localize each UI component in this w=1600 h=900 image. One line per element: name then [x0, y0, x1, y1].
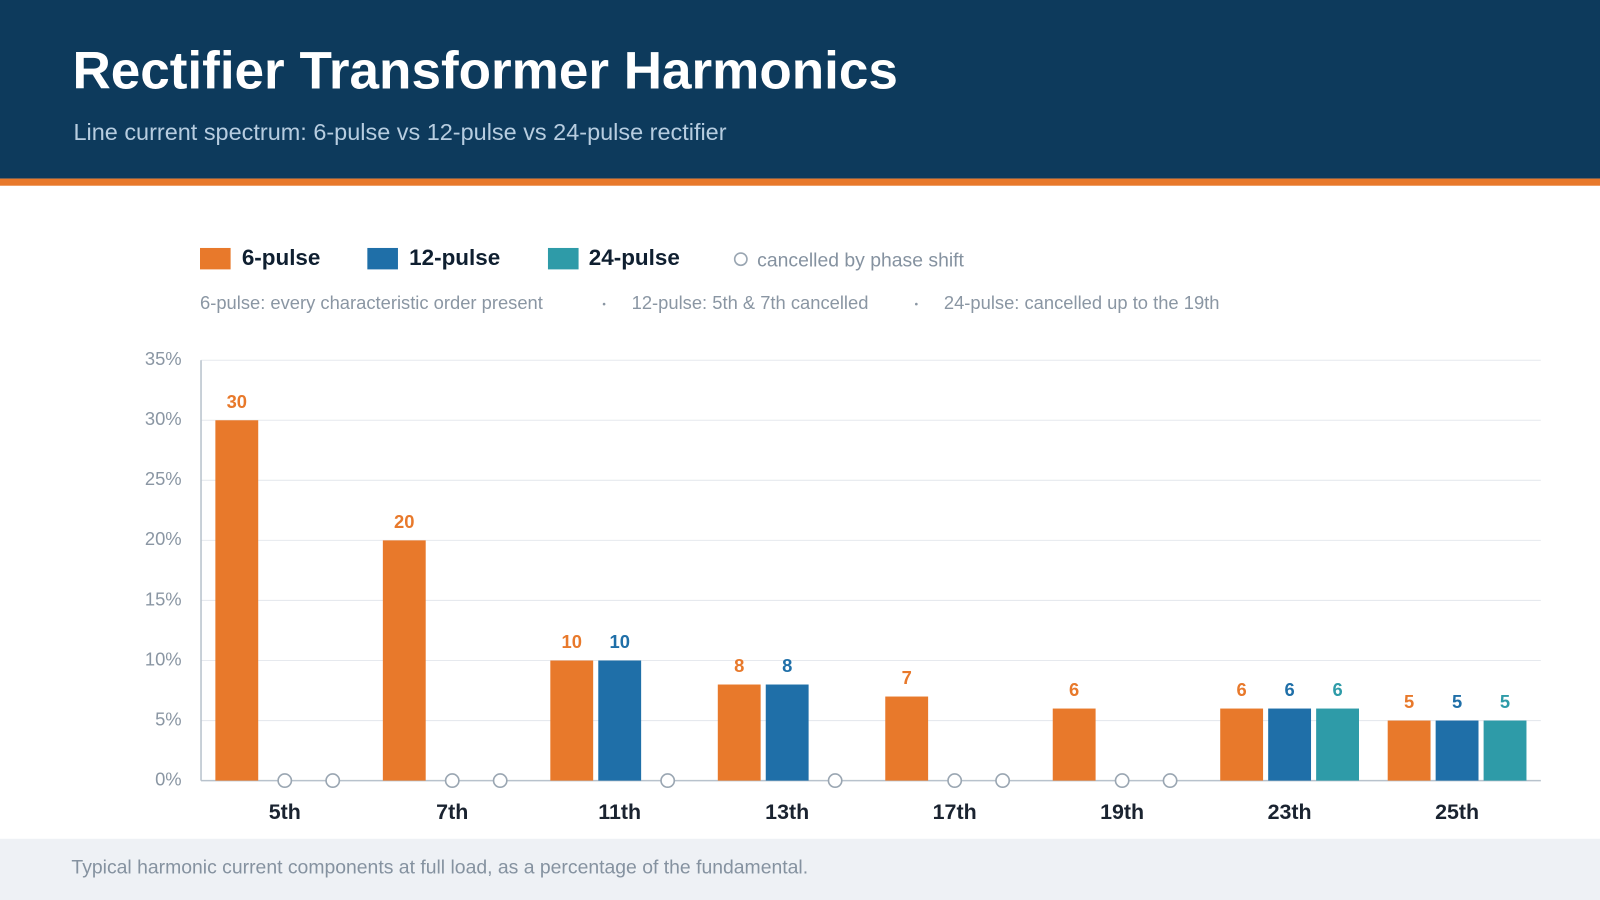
cancelled-marker — [995, 773, 1011, 789]
cancelled-marker — [1114, 773, 1130, 789]
bar — [382, 540, 426, 781]
value-label: 8 — [782, 655, 792, 676]
note: 12-pulse: 5th & 7th cancelled — [632, 292, 869, 313]
value-label: 6 — [1332, 679, 1342, 700]
note: 6-pulse: every characteristic order pres… — [200, 292, 543, 313]
legend-swatch — [367, 247, 398, 270]
x-tick-label: 13th — [765, 800, 809, 824]
y-tick-label: 35% — [145, 348, 182, 369]
value-label: 7 — [902, 667, 912, 688]
value-label: 20 — [394, 511, 414, 532]
bar — [1435, 720, 1479, 781]
cancelled-legend-icon — [733, 252, 748, 267]
legend-swatch — [547, 247, 579, 270]
y-tick-label: 20% — [145, 528, 182, 549]
note-separator — [602, 302, 606, 306]
note-separator — [915, 302, 918, 306]
header-stripe — [0, 178, 1600, 186]
cancelled-marker — [277, 773, 293, 789]
value-label: 10 — [562, 631, 582, 652]
y-tick-label: 10% — [145, 648, 182, 669]
bar — [215, 420, 259, 781]
x-tick-label: 7th — [436, 800, 468, 824]
x-tick-label: 25th — [1435, 800, 1479, 824]
y-tick-label: 25% — [145, 468, 182, 489]
cancelled-marker — [947, 773, 963, 789]
bar — [1387, 720, 1431, 781]
legend-label: 6-pulse — [242, 245, 321, 270]
legend-swatch — [200, 247, 231, 270]
chart-title: Rectifier Transformer Harmonics — [72, 42, 897, 101]
header-band — [0, 0, 1600, 179]
value-label: 10 — [609, 631, 629, 652]
x-tick-label: 11th — [598, 800, 641, 824]
value-label: 6 — [1069, 679, 1079, 700]
bar — [1268, 708, 1312, 781]
legend-label: 12-pulse — [409, 245, 500, 270]
footer-band — [0, 838, 1600, 900]
value-label: 5 — [1404, 691, 1414, 712]
x-tick-label: 17th — [933, 800, 977, 824]
chart-subtitle: Line current spectrum: 6-pulse vs 12-pul… — [73, 119, 726, 145]
legend-label: 24-pulse — [589, 245, 680, 270]
bar — [717, 684, 761, 781]
cancelled-marker — [827, 773, 843, 789]
cancelled-marker — [325, 773, 341, 789]
footnote: Typical harmonic current components at f… — [71, 856, 808, 878]
y-tick-label: 5% — [155, 708, 182, 729]
cancelled-marker — [1162, 773, 1178, 789]
cancelled-legend-label: cancelled by phase shift — [757, 249, 964, 271]
bar — [765, 684, 809, 781]
y-tick-label: 15% — [145, 588, 182, 609]
y-tick-label: 0% — [155, 768, 182, 789]
cancelled-marker — [492, 773, 508, 789]
bar — [550, 660, 594, 781]
value-label: 30 — [227, 391, 247, 412]
cancelled-marker — [660, 773, 676, 789]
value-label: 6 — [1284, 679, 1294, 700]
bar — [885, 696, 929, 781]
x-tick-label: 23th — [1268, 800, 1312, 824]
note: 24-pulse: cancelled up to the 19th — [944, 292, 1220, 313]
bar — [598, 660, 642, 781]
value-label: 8 — [734, 655, 744, 676]
value-label: 5 — [1500, 691, 1510, 712]
x-tick-label: 5th — [269, 800, 301, 824]
value-label: 6 — [1237, 679, 1247, 700]
bar — [1220, 708, 1264, 781]
bar — [1052, 708, 1096, 781]
bar — [1316, 708, 1359, 781]
bar — [1483, 720, 1527, 781]
x-tick-label: 19th — [1100, 800, 1144, 824]
cancelled-marker — [444, 773, 460, 789]
y-tick-label: 30% — [145, 408, 182, 429]
value-label: 5 — [1452, 691, 1462, 712]
